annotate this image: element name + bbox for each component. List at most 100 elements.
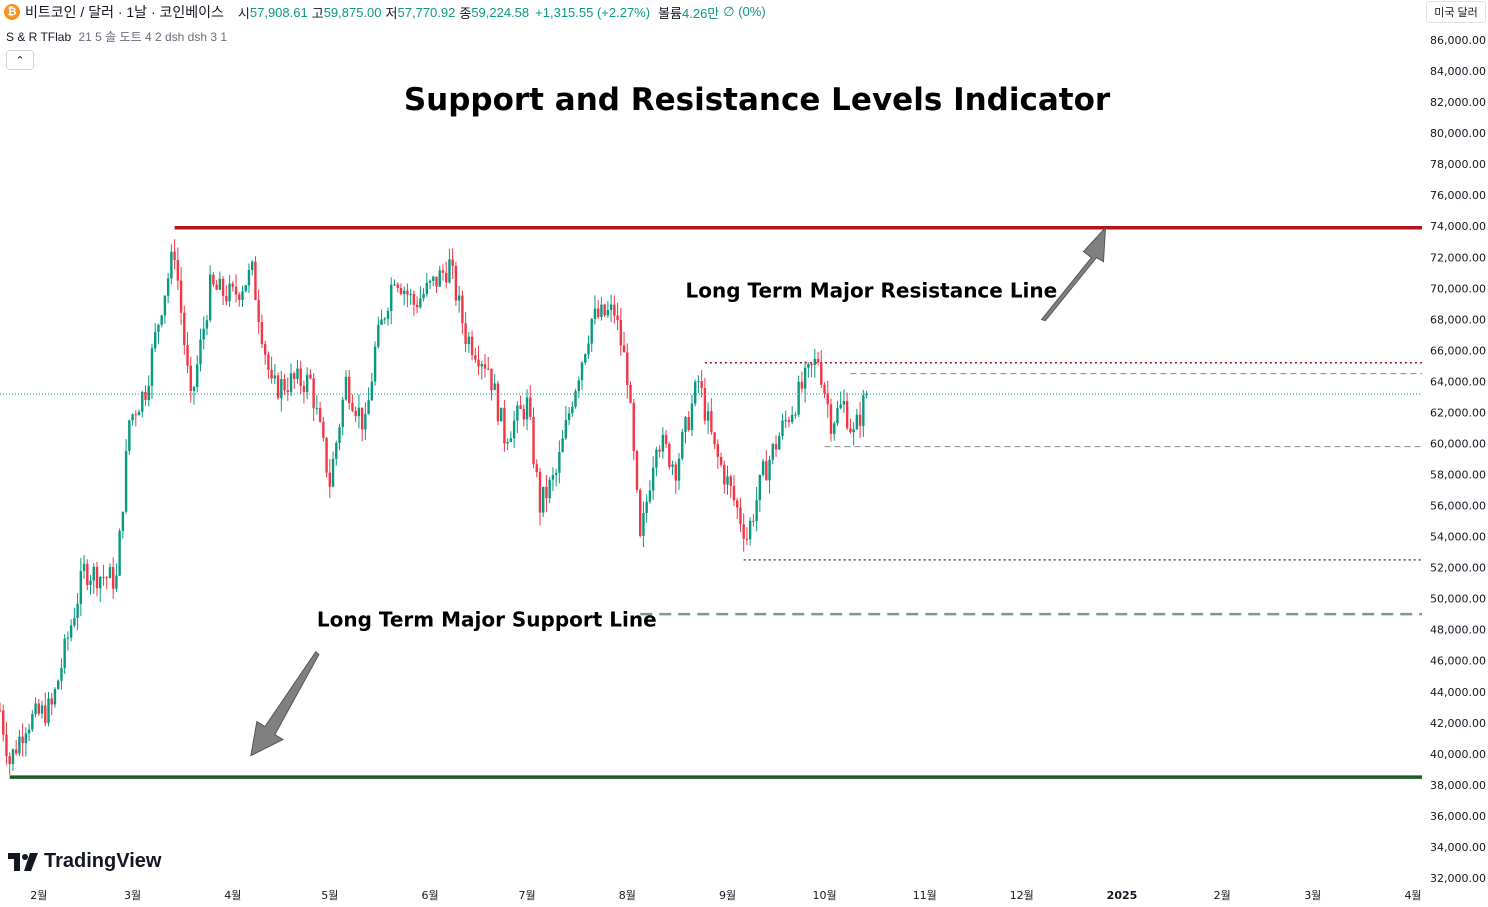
candle-body (548, 479, 551, 499)
candle-body (632, 402, 635, 452)
low-label: 저 (385, 5, 398, 21)
candle-body (121, 511, 125, 531)
close-value: 59,224.58 (471, 4, 530, 20)
candle-body (635, 451, 639, 490)
candle-body (681, 431, 684, 459)
candle-body (18, 736, 21, 754)
candle-body (554, 472, 558, 476)
currency-button[interactable]: 미국 달러 (1426, 1, 1486, 23)
y-tick-label: 56,000.00 (1430, 500, 1486, 513)
candle-body (57, 680, 60, 690)
candle-body (506, 441, 509, 444)
indicator-params: 21 5 솔 도트 4 2 dsh dsh 3 1 (78, 30, 228, 44)
candle-body (131, 414, 134, 421)
candle-body (438, 270, 441, 287)
candle-body (89, 580, 92, 585)
candle-body (587, 343, 590, 355)
candle-body (645, 501, 648, 513)
candle-body (302, 385, 306, 392)
tradingview-logo[interactable]: TradingView (8, 850, 161, 873)
y-tick-label: 38,000.00 (1430, 779, 1486, 792)
candle-body (386, 311, 390, 319)
candle-body (380, 319, 383, 325)
candle-body (784, 420, 787, 422)
candle-body (202, 328, 205, 340)
candle-body (474, 355, 477, 360)
candle-body (499, 407, 503, 422)
price-axis[interactable] (1422, 0, 1488, 907)
candle-body (487, 368, 490, 370)
candle-body (189, 365, 192, 391)
candle-body (693, 381, 697, 404)
candle-body (748, 520, 752, 540)
candle-body (160, 315, 163, 325)
candle-body (509, 438, 513, 442)
candle-body (21, 736, 24, 744)
candle-body (183, 312, 186, 345)
candle-body (629, 384, 632, 403)
candle-body (390, 284, 393, 312)
y-tick-label: 42,000.00 (1430, 717, 1486, 730)
candle-body (79, 570, 83, 604)
candle-body (196, 364, 199, 387)
candle-body (590, 319, 593, 344)
candle-body (192, 386, 196, 391)
candle-body (24, 733, 28, 744)
candle-body (826, 393, 829, 405)
candle-body (813, 358, 817, 365)
candle-body (328, 472, 332, 487)
candle-body (141, 391, 144, 412)
candle-body (137, 411, 141, 416)
candle-body (247, 269, 251, 286)
candle-body (461, 295, 464, 324)
candle-body (609, 304, 613, 310)
candle-body (212, 274, 215, 285)
candle-body (862, 395, 865, 426)
candle-body (532, 416, 535, 465)
candle-body (286, 390, 289, 393)
candle-body (144, 391, 147, 401)
candle-body (373, 346, 377, 382)
candle-body (289, 373, 293, 393)
candle-body (778, 436, 781, 450)
candle-body (706, 411, 710, 421)
symbol-name[interactable]: 비트코인 / 달러 · 1날 · 코인베이스 (25, 4, 224, 20)
candle-body (448, 259, 451, 283)
candle-body (723, 464, 726, 485)
candle-body (14, 749, 18, 754)
candle-body (118, 530, 121, 576)
candle-body (538, 472, 542, 513)
y-tick-label: 40,000.00 (1430, 748, 1486, 761)
indicator-legend[interactable]: S & R TFlab 21 5 솔 도트 4 2 dsh dsh 3 1 (6, 28, 227, 45)
candle-body (619, 320, 623, 346)
x-tick-label: 12월 (1010, 889, 1034, 902)
candle-body (697, 381, 700, 383)
candle-body (758, 474, 762, 501)
candle-body (241, 291, 244, 300)
y-tick-label: 50,000.00 (1430, 593, 1486, 606)
candle-body (124, 450, 128, 512)
candle-body (603, 304, 606, 316)
candle-body (516, 405, 519, 421)
candle-body (703, 388, 707, 421)
candle-body (383, 318, 386, 320)
candle-body (726, 476, 729, 485)
y-tick-label: 64,000.00 (1430, 375, 1486, 388)
candle-body (816, 358, 820, 363)
candle-body (519, 405, 522, 409)
candle-body (305, 374, 309, 392)
candle-body (176, 260, 180, 281)
x-tick-label: 2월 (30, 889, 47, 902)
collapse-legend-button[interactable]: ⌃ (6, 50, 34, 70)
candle-body (839, 404, 842, 409)
candle-body (53, 689, 57, 705)
candle-body (276, 375, 280, 399)
candle-body (238, 294, 241, 300)
y-tick-label: 48,000.00 (1430, 624, 1486, 637)
candle-body (454, 265, 458, 301)
x-tick-label: 2월 (1214, 889, 1231, 902)
x-tick-label: 8월 (619, 889, 636, 902)
candle-body (642, 512, 645, 536)
candle-body (797, 381, 800, 415)
